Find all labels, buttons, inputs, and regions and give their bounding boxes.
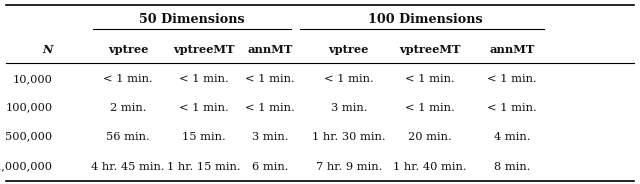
Text: < 1 min.: < 1 min. [179, 103, 228, 113]
Text: 50 Dimensions: 50 Dimensions [139, 13, 245, 26]
Text: 56 min.: 56 min. [106, 132, 150, 141]
Text: < 1 min.: < 1 min. [405, 74, 455, 84]
Text: < 1 min.: < 1 min. [245, 103, 295, 113]
Text: 1 hr. 30 min.: 1 hr. 30 min. [312, 132, 386, 141]
Text: 8 min.: 8 min. [493, 162, 531, 171]
Text: vptreeMT: vptreeMT [399, 44, 461, 55]
Text: 10,000: 10,000 [13, 74, 52, 84]
Text: < 1 min.: < 1 min. [245, 74, 295, 84]
Text: 2 min.: 2 min. [109, 103, 147, 113]
Text: 20 min.: 20 min. [408, 132, 452, 141]
Text: N: N [42, 44, 52, 55]
Text: vptreeMT: vptreeMT [173, 44, 234, 55]
Text: 100,000: 100,000 [5, 103, 52, 113]
Text: 15 min.: 15 min. [182, 132, 225, 141]
Text: 1 hr. 15 min.: 1 hr. 15 min. [166, 162, 241, 171]
Text: < 1 min.: < 1 min. [179, 74, 228, 84]
Text: annMT: annMT [490, 44, 534, 55]
Text: vptree: vptree [108, 44, 148, 55]
Text: 500,000: 500,000 [5, 132, 52, 141]
Text: < 1 min.: < 1 min. [487, 74, 537, 84]
Text: < 1 min.: < 1 min. [487, 103, 537, 113]
Text: 4 hr. 45 min.: 4 hr. 45 min. [91, 162, 165, 171]
Text: 4 min.: 4 min. [493, 132, 531, 141]
Text: 3 min.: 3 min. [252, 132, 289, 141]
Text: annMT: annMT [248, 44, 292, 55]
Text: 6 min.: 6 min. [252, 162, 289, 171]
Text: 100 Dimensions: 100 Dimensions [368, 13, 483, 26]
Text: < 1 min.: < 1 min. [324, 74, 374, 84]
Text: 3 min.: 3 min. [330, 103, 367, 113]
Text: < 1 min.: < 1 min. [405, 103, 455, 113]
Text: 7 hr. 9 min.: 7 hr. 9 min. [316, 162, 382, 171]
Text: vptree: vptree [328, 44, 369, 55]
Text: < 1 min.: < 1 min. [103, 74, 153, 84]
Text: 1,000,000: 1,000,000 [0, 162, 52, 171]
Text: 1 hr. 40 min.: 1 hr. 40 min. [393, 162, 467, 171]
